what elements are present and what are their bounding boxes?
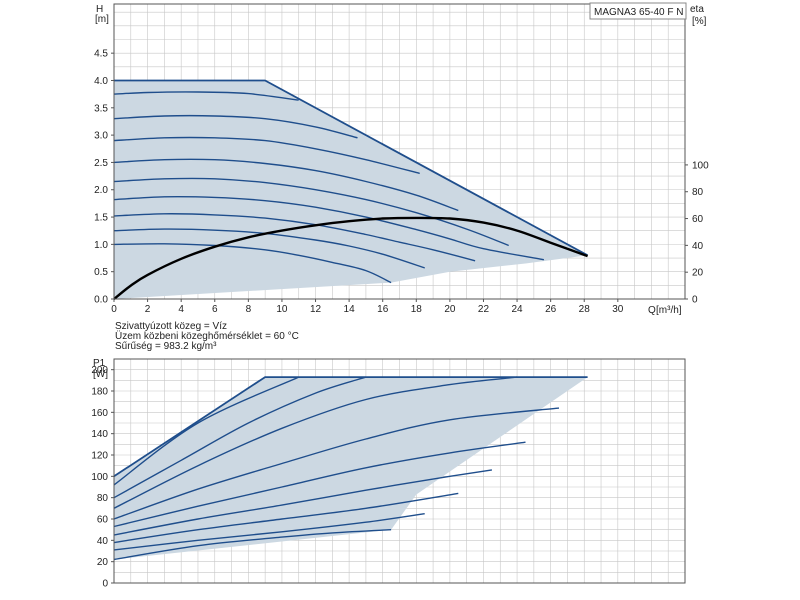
x-tick-label: 24 (511, 304, 523, 315)
power-curve (113, 492, 459, 544)
head-curve (113, 195, 545, 261)
power-chart-frame (113, 358, 686, 584)
x-tick-label: 2 (145, 304, 151, 315)
head-curve (113, 243, 392, 284)
y-tick-label: 40 (97, 536, 109, 547)
x-tick-label: 12 (310, 304, 322, 315)
head-curve (113, 158, 459, 212)
head-chart-eta-ticks: 0 20 40 60 80 100 (685, 160, 709, 306)
eta-tick-label: 60 (692, 214, 704, 225)
x-tick-label: 22 (478, 304, 490, 315)
power-curves (113, 376, 588, 561)
x-tick-label: 0 (111, 304, 117, 315)
head-curve (113, 136, 420, 175)
y-tick-label: 1.0 (94, 240, 108, 251)
y-tick-label: 120 (91, 451, 108, 462)
head-curves (113, 79, 589, 284)
x-tick-label: 8 (246, 304, 252, 315)
x-tick-label: 20 (444, 304, 456, 315)
head-curve (113, 177, 509, 247)
y-tick-label: 80 (97, 493, 109, 504)
y-axis-label-h: H (96, 4, 103, 15)
y-tick-label: 200 (91, 365, 108, 376)
medium-note-density: Sűrűség = 983.2 kg/m³ (115, 341, 217, 352)
y-tick-label: 60 (97, 515, 109, 526)
power-curve (113, 376, 299, 486)
max-speed-curve (114, 79, 589, 257)
x-tick-label: 18 (411, 304, 423, 315)
power-curve (113, 513, 425, 551)
y-tick-label: 3.5 (94, 103, 108, 114)
y-tick-label: 100 (91, 472, 108, 483)
y-tick-label: 1.5 (94, 213, 108, 224)
power-curve (113, 469, 493, 536)
power-chart: 0 20 40 60 80 100 120 140 160 180 200 P1 [W] (91, 358, 686, 590)
x-axis-unit-q: [m³/h] (656, 305, 682, 316)
medium-note-fluid: Szivattyúzott közeg = Víz (115, 321, 227, 332)
y-tick-label: 4.5 (94, 49, 108, 60)
eta-tick-label: 20 (692, 268, 704, 279)
x-tick-label: 10 (276, 304, 288, 315)
y2-axis-label-eta: eta (690, 4, 704, 15)
y-tick-label: 20 (97, 557, 109, 568)
power-curve (113, 441, 526, 528)
power-curve (113, 529, 392, 561)
head-curve (113, 114, 358, 139)
y-tick-label: 2.0 (94, 185, 108, 196)
x-tick-label: 4 (178, 304, 184, 315)
y-axis-label-p1: P1 (93, 358, 106, 369)
power-curve (113, 376, 367, 499)
head-chart-x-ticks: 0 2 4 6 8 10 12 14 16 18 20 22 24 26 28 30 (111, 299, 624, 315)
model-label: MAGNA3 65-40 F N (594, 7, 683, 18)
head-chart-y-ticks: 0.0 0.5 1.0 1.5 2.0 2.5 3.0 3.5 4.0 4.5 (94, 49, 114, 306)
head-chart-frame (113, 3, 686, 300)
y-tick-label: 160 (91, 408, 108, 419)
x-tick-label: 28 (579, 304, 591, 315)
power-chart-y-ticks: 0 20 40 60 80 100 120 140 160 180 200 (91, 365, 114, 590)
x-tick-label: 16 (377, 304, 389, 315)
y-tick-label: 0.5 (94, 267, 108, 278)
eta-tick-label: 80 (692, 187, 704, 198)
power-curve (113, 376, 518, 509)
y-tick-label: 2.5 (94, 158, 108, 169)
y2-axis-unit-eta: [%] (692, 16, 707, 27)
x-tick-label: 30 (612, 304, 624, 315)
power-curve (113, 407, 560, 520)
y-tick-label: 0 (102, 579, 108, 590)
efficiency-curve (113, 216, 589, 300)
y-axis-unit-h: [m] (95, 14, 109, 25)
y-tick-label: 140 (91, 429, 108, 440)
eta-tick-label: 0 (692, 295, 698, 306)
y-tick-label: 4.0 (94, 76, 108, 87)
x-tick-label: 26 (545, 304, 557, 315)
head-chart: 0 2 4 6 8 10 12 14 16 18 20 22 24 26 28 30 0.00.51.01.5… (94, 2, 709, 316)
y-tick-label: 180 (91, 387, 108, 398)
head-curve (113, 91, 299, 101)
eta-tick-label: 100 (692, 160, 709, 171)
x-tick-label: 6 (212, 304, 218, 315)
model-label-box (589, 2, 687, 20)
y-tick-label: 3.0 (94, 131, 108, 142)
eta-tick-label: 40 (692, 241, 704, 252)
y-tick-label: 0.0 (94, 295, 108, 306)
x-axis-label-q: Q (648, 305, 656, 316)
power-curve (113, 376, 588, 478)
medium-note-temperature: Üzem közbeni közeghőmérséklet = 60 °C (115, 330, 299, 342)
y-axis-unit-p1: [W] (93, 369, 108, 380)
head-curve (113, 228, 425, 269)
x-tick-label: 14 (344, 304, 356, 315)
